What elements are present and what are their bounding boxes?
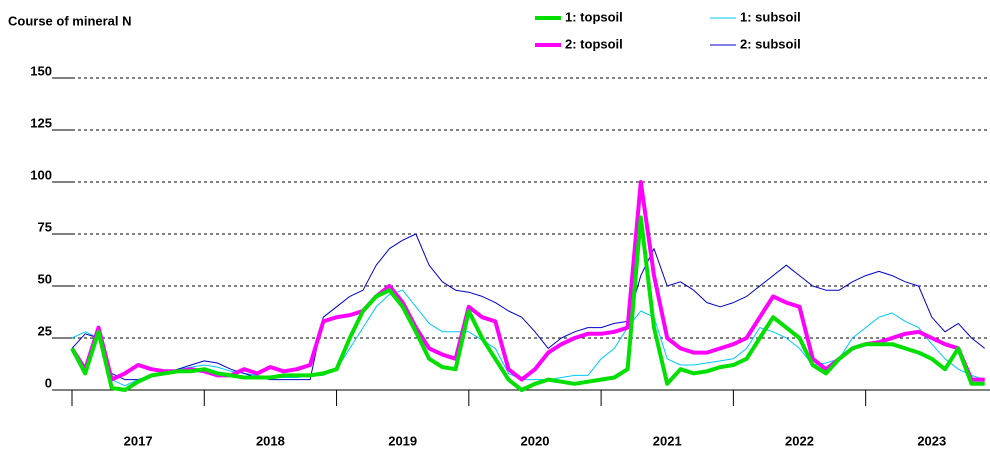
x-tick-label: 2017 bbox=[124, 433, 153, 448]
y-tick-label: 125 bbox=[30, 115, 52, 130]
line-series bbox=[71, 233, 986, 381]
y-tick-label: 25 bbox=[38, 323, 52, 338]
y-tick-label: 75 bbox=[38, 219, 52, 234]
y-tick-label: 50 bbox=[38, 271, 52, 286]
y-tick-label: 150 bbox=[30, 63, 52, 78]
x-tick-label: 2021 bbox=[653, 433, 682, 448]
legend-label: 2: subsoil bbox=[740, 36, 801, 51]
line-series bbox=[70, 215, 985, 392]
y-tick-label: 0 bbox=[45, 375, 52, 390]
x-tick-label: 2020 bbox=[521, 433, 550, 448]
y-tick-label: 100 bbox=[30, 167, 52, 182]
line-series bbox=[71, 289, 985, 387]
x-tick-label: 2018 bbox=[256, 433, 285, 448]
chart-title: Course of mineral N bbox=[8, 13, 132, 28]
x-tick-label: 2019 bbox=[388, 433, 417, 448]
legend-label: 1: topsoil bbox=[565, 9, 623, 24]
x-tick-label: 2023 bbox=[917, 433, 946, 448]
legend-label: 1: subsoil bbox=[740, 9, 801, 24]
x-tick-label: 2022 bbox=[785, 433, 814, 448]
legend-label: 2: topsoil bbox=[565, 36, 623, 51]
